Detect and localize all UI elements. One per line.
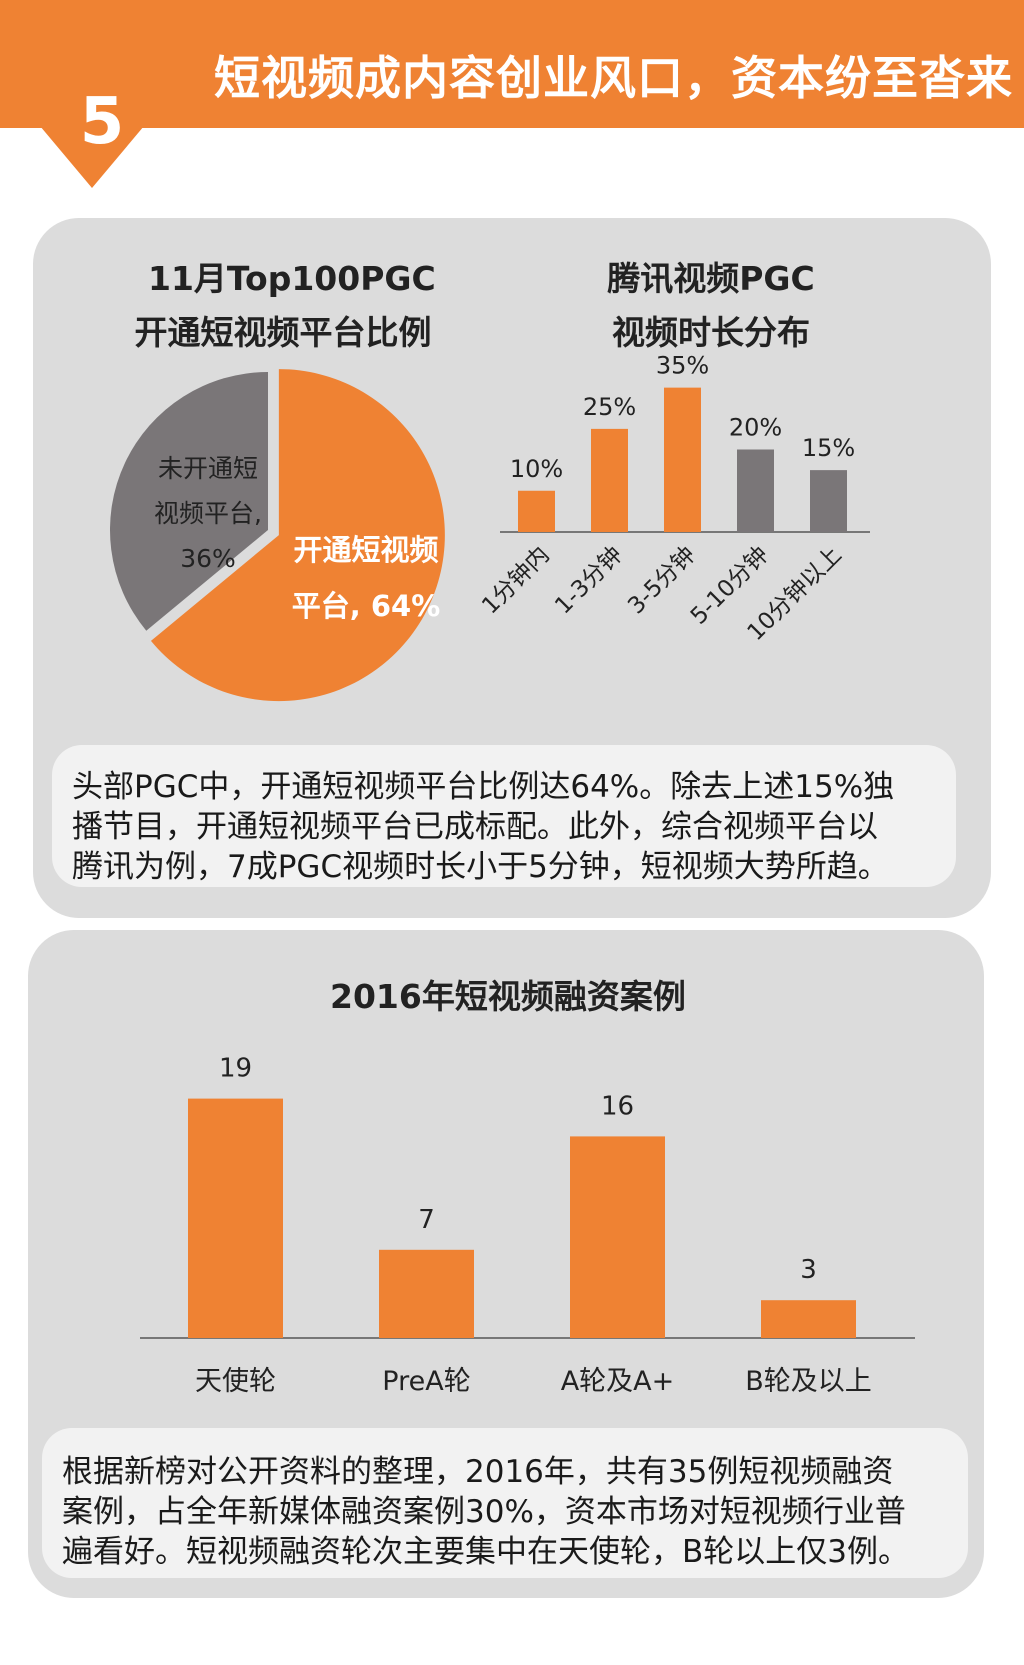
duration-value-label: 10% bbox=[510, 455, 563, 483]
pie-chart-title-line2: 开通短视频平台比例 bbox=[134, 313, 432, 352]
funding-bar-chart: 19 天使轮 7 PreA轮 16 A轮及A+ 3 B轮及以上 bbox=[140, 1054, 915, 1397]
funding-value-label: 19 bbox=[219, 1054, 252, 1084]
duration-value-label: 15% bbox=[802, 434, 855, 462]
funding-value-label: 3 bbox=[800, 1255, 817, 1285]
duration-value-label: 35% bbox=[656, 352, 709, 380]
duration-bar bbox=[664, 387, 701, 532]
bottom-note-line1: 根据新榜对公开资料的整理，2016年，共有35例短视频融资 bbox=[62, 1454, 894, 1490]
funding-bar bbox=[188, 1098, 283, 1338]
funding-category-label: PreA轮 bbox=[382, 1366, 470, 1397]
pie-chart-title-line1: 11月Top100PGC bbox=[148, 259, 436, 298]
funding-bar bbox=[570, 1136, 665, 1338]
duration-bar bbox=[591, 428, 628, 532]
pie-label-opened-line1: 开通短视频 bbox=[293, 533, 438, 567]
duration-bar bbox=[518, 490, 555, 532]
funding-category-label: 天使轮 bbox=[195, 1366, 276, 1397]
bottom-note-box: 根据新榜对公开资料的整理，2016年，共有35例短视频融资 案例，占全年新媒体融… bbox=[42, 1428, 968, 1578]
duration-value-label: 25% bbox=[583, 393, 636, 421]
duration-category-label: 1-3分钟 bbox=[550, 542, 627, 619]
header-band bbox=[0, 0, 1024, 128]
funding-value-label: 16 bbox=[601, 1091, 634, 1121]
funding-bar bbox=[761, 1300, 856, 1338]
funding-category-label: A轮及A+ bbox=[561, 1366, 675, 1397]
duration-bar-chart: 10%1分钟内25%1-3分钟35%3-5分钟20%5-10分钟15%10分钟以… bbox=[477, 352, 870, 646]
pie-label-unopened-line1: 未开通短 bbox=[158, 454, 258, 483]
pie-slice-1 bbox=[109, 372, 268, 631]
funding-chart-title: 2016年短视频融资案例 bbox=[330, 977, 686, 1016]
top-note-box: 头部PGC中，开通短视频平台比例达64%。除去上述15%独 播节目，开通短视频平… bbox=[52, 745, 956, 887]
top-note-line1: 头部PGC中，开通短视频平台比例达64%。除去上述15%独 bbox=[72, 769, 895, 805]
pie-label-unopened-line2: 视频平台, bbox=[154, 499, 262, 528]
top-note-line3: 腾讯为例，7成PGC视频时长小于5分钟，短视频大势所趋。 bbox=[72, 849, 889, 885]
duration-chart-title-line1: 腾讯视频PGC bbox=[607, 259, 815, 298]
bottom-note-line2: 案例，占全年新媒体融资案例30%，资本市场对短视频行业普 bbox=[62, 1494, 906, 1530]
top-note-line2: 播节目，开通短视频平台已成标配。此外，综合视频平台以 bbox=[72, 809, 878, 845]
duration-bar bbox=[810, 470, 847, 532]
duration-value-label: 20% bbox=[729, 414, 782, 442]
pie-slice-0 bbox=[150, 369, 445, 702]
pie-chart: 未开通短 视频平台, 36% 开通短视频 平台, 64% bbox=[109, 369, 445, 702]
funding-value-label: 7 bbox=[418, 1205, 435, 1235]
pie-label-opened-line2: 平台, 64% bbox=[292, 589, 441, 623]
funding-bar bbox=[379, 1249, 474, 1338]
bottom-note-line3: 遍看好。短视频融资轮次主要集中在天使轮，B轮以上仅3例。 bbox=[62, 1534, 909, 1570]
header-notch bbox=[40, 126, 144, 188]
funding-category-label: B轮及以上 bbox=[745, 1366, 872, 1397]
section-number: 5 bbox=[79, 85, 125, 159]
duration-bar bbox=[737, 449, 774, 532]
page-title: 短视频成内容创业风口，资本纷至沓来 bbox=[214, 51, 1013, 105]
duration-chart-title-line2: 视频时长分布 bbox=[612, 313, 810, 352]
pie-label-unopened-line3: 36% bbox=[180, 544, 236, 573]
